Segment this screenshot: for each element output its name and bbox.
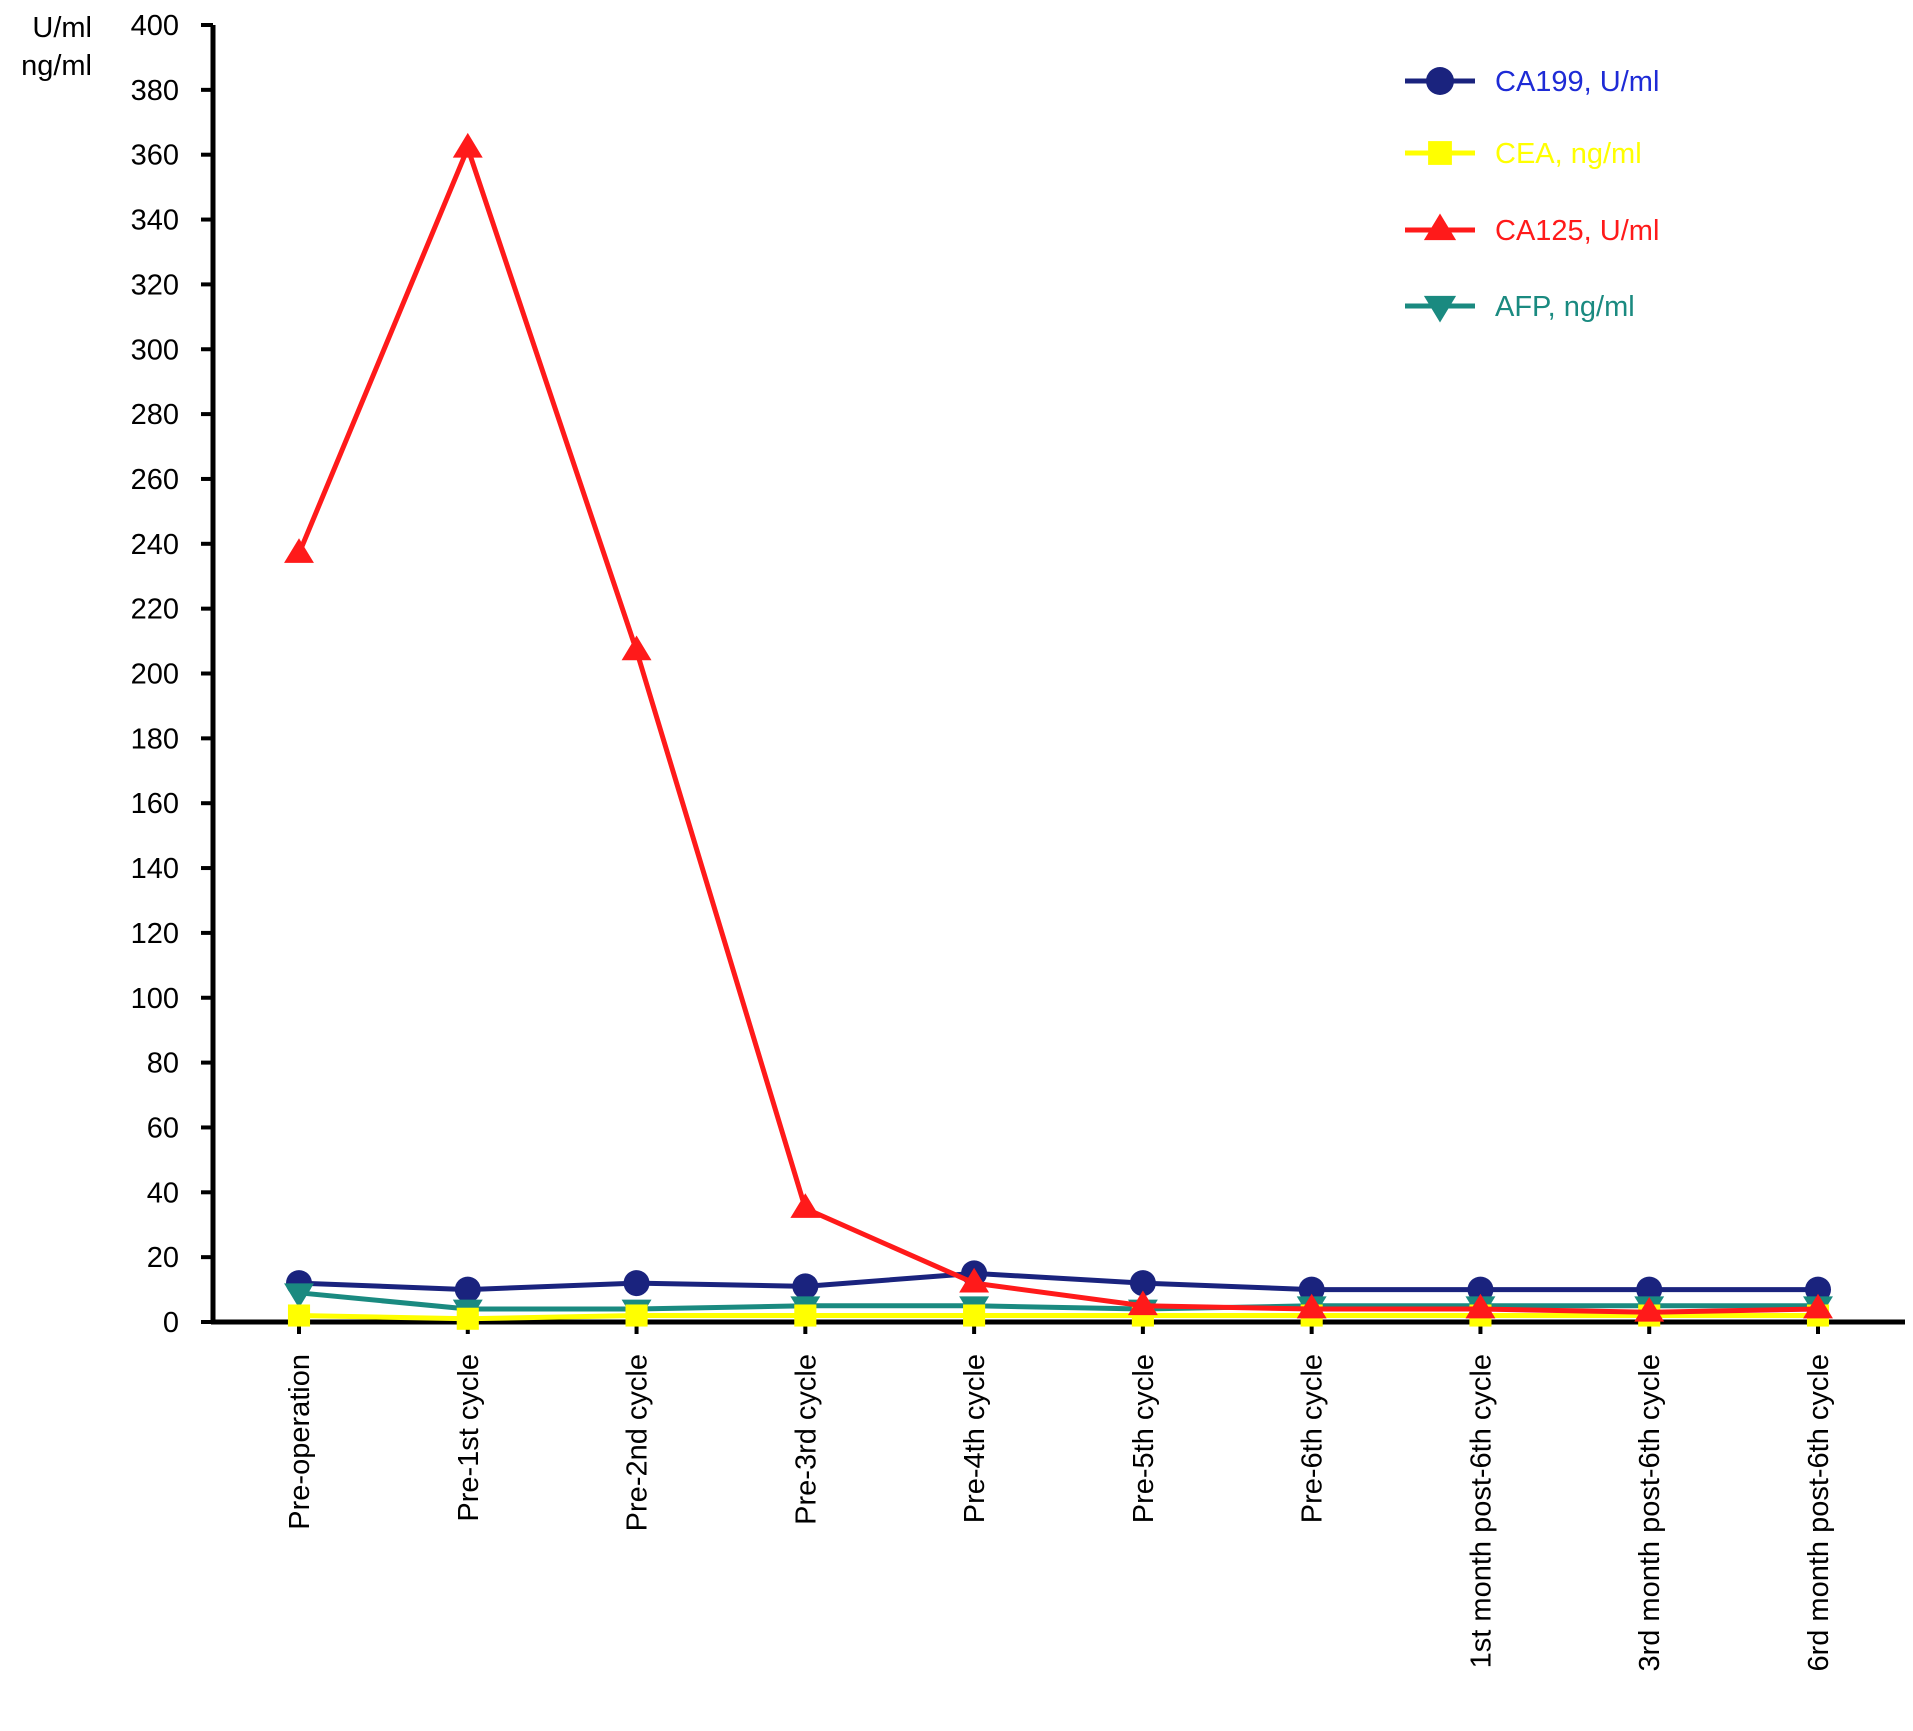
series-line — [298, 1313, 1818, 1322]
y-tick-label: 80 — [147, 1048, 179, 1080]
x-tick-label: 6rd month post-6th cycle — [1803, 1354, 1835, 1672]
legend-label: CA199, U/ml — [1495, 66, 1659, 98]
data-point — [287, 1304, 311, 1327]
x-tick-label: 1st month post-6th cycle — [1465, 1354, 1497, 1668]
x-tick-label: Pre-1st cycle — [453, 1354, 485, 1522]
y-tick-label: 320 — [131, 269, 179, 301]
data-point — [621, 635, 652, 661]
legend-item: CA199, U/ml — [1405, 66, 1659, 98]
legend-marker — [1426, 67, 1454, 95]
data-point — [959, 1267, 990, 1293]
data-point — [452, 132, 483, 158]
x-tick-label: Pre-6th cycle — [1297, 1354, 1329, 1523]
data-point — [794, 1304, 817, 1327]
x-tick-label: Pre-2nd cycle — [622, 1354, 654, 1531]
data-point — [963, 1304, 986, 1327]
data-point — [792, 1273, 819, 1300]
data-point — [1298, 1276, 1325, 1303]
y-axis-unit-label-2: ng/ml — [21, 50, 92, 82]
x-tick-label: Pre-5th cycle — [1128, 1354, 1160, 1523]
series-layer — [284, 132, 1833, 1330]
data-point — [790, 1193, 821, 1218]
y-tick-label: 360 — [131, 140, 179, 172]
data-point — [623, 1270, 650, 1297]
y-tick-label: 140 — [131, 853, 179, 885]
data-point — [284, 1283, 314, 1309]
y-tick-label: 200 — [131, 659, 179, 691]
y-axis-unit-label-1: U/ml — [32, 12, 92, 44]
data-point — [1803, 1293, 1833, 1319]
y-tick-label: 20 — [147, 1242, 179, 1274]
legend-item: CEA, ng/ml — [1405, 138, 1642, 170]
x-tick-label: Pre-operation — [284, 1354, 316, 1530]
data-point — [1467, 1276, 1494, 1303]
y-tick-label: 40 — [147, 1177, 179, 1209]
legend-label: AFP, ng/ml — [1495, 291, 1635, 323]
legend-label: CA125, U/ml — [1495, 215, 1659, 247]
y-tick-label: 60 — [147, 1112, 179, 1144]
data-point — [1127, 1290, 1158, 1316]
y-tick-label: 100 — [131, 983, 179, 1015]
data-point — [456, 1307, 479, 1330]
data-point — [454, 1276, 481, 1303]
y-tick-label: 340 — [131, 205, 179, 237]
legend-marker — [1423, 295, 1457, 323]
data-point — [284, 538, 314, 563]
y-tick-label: 400 — [131, 10, 179, 42]
data-point — [1129, 1270, 1156, 1297]
x-axis-ticks: Pre-operation Pre-1st cycle Pre-2nd cycle P… — [284, 1322, 1835, 1672]
legend-item: AFP, ng/ml — [1405, 291, 1635, 323]
data-point — [1296, 1293, 1327, 1319]
legend-marker — [1423, 213, 1457, 241]
legend-marker — [1428, 141, 1452, 165]
y-tick-label: 260 — [131, 464, 179, 496]
y-tick-label: 220 — [131, 594, 179, 626]
x-tick-label: 3rd month post-6th cycle — [1634, 1354, 1666, 1672]
y-tick-label: 280 — [131, 399, 179, 431]
data-point — [1636, 1276, 1663, 1303]
y-tick-label: 300 — [131, 334, 179, 366]
series-line — [298, 1270, 1818, 1293]
legend-label: CEA, ng/ml — [1495, 138, 1642, 170]
legend: CA199, U/ml CEA, ng/ml CA125, U/ml AFP, ng/… — [1405, 66, 1659, 323]
y-tick-label: 120 — [131, 918, 179, 950]
x-tick-label: Pre-3rd cycle — [790, 1354, 822, 1525]
y-tick-label: 160 — [131, 788, 179, 820]
y-tick-label: 180 — [131, 723, 179, 755]
legend-item: CA125, U/ml — [1405, 213, 1659, 247]
y-tick-label: 0 — [163, 1307, 179, 1339]
series-line — [296, 145, 1819, 1315]
data-point — [1634, 1296, 1665, 1322]
data-point — [625, 1304, 648, 1327]
data-point — [1805, 1276, 1831, 1303]
x-tick-label: Pre-4th cycle — [959, 1354, 991, 1523]
y-tick-label: 240 — [131, 529, 179, 561]
y-axis-ticks: 0 20 40 60 80 100 120 140 160 180 200 220 240 260 280 3… — [131, 10, 213, 1339]
data-point — [1465, 1293, 1496, 1319]
y-tick-label: 380 — [131, 75, 179, 107]
series-line — [298, 1290, 1818, 1312]
series-ca125 — [284, 132, 1833, 1322]
